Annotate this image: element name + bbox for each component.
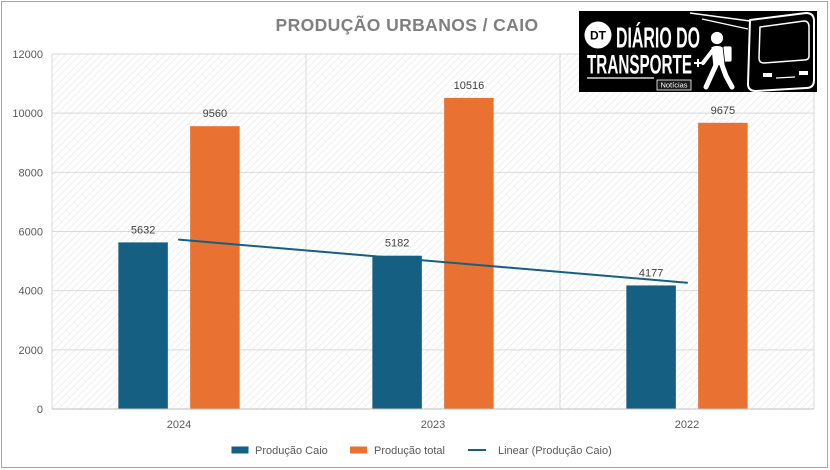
legend-label-producao-total: Produção total — [374, 445, 445, 457]
legend-item-trendline: Linear (Produção Caio) — [468, 445, 612, 457]
bus-headlight-left — [763, 73, 772, 77]
labels: 0 2000 4000 6000 8000 10000 12000 5632 5182 4177 9… — [12, 49, 735, 431]
y-tick-label-4000: 4000 — [19, 286, 43, 298]
noticias-badge-label: Notícias — [660, 81, 687, 90]
bus-windshield — [758, 20, 810, 64]
bar-producao-total-2023 — [444, 97, 494, 409]
dt-mark: DT — [584, 21, 612, 49]
x-tick-label-2024: 2024 — [167, 419, 191, 431]
data-label-producao-caio-2022: 4177 — [639, 267, 663, 279]
y-tick-label-10000: 10000 — [12, 108, 43, 120]
legend-label-trendline: Linear (Produção Caio) — [498, 445, 612, 457]
logo-title-line2: TRANSPORTE — [587, 50, 692, 80]
dt-mark-text: DT — [590, 29, 607, 43]
walking-person-icon — [694, 31, 735, 90]
data-label-producao-caio-2024: 5632 — [131, 224, 155, 236]
legend: Produção Caio Produção total Linear (Pro… — [231, 445, 612, 457]
bar-producao-total-2024 — [190, 126, 240, 409]
data-label-producao-total-2022: 9675 — [711, 105, 735, 117]
person-head — [710, 31, 724, 45]
bar-producao-total-2022 — [698, 122, 748, 409]
bus-headlight-right — [799, 71, 808, 75]
bus-side-line-top — [689, 12, 751, 22]
legend-swatch-producao-caio — [231, 446, 249, 454]
y-tick-label-6000: 6000 — [19, 227, 43, 239]
bars — [118, 97, 748, 409]
person-arm — [701, 48, 715, 65]
trendline-producao-caio — [178, 238, 688, 284]
data-label-producao-total-2024: 9560 — [203, 108, 227, 120]
bus-grille — [775, 76, 796, 79]
noticias-badge-box — [656, 79, 692, 91]
chart-title: PRODUÇÃO URBANOS / CAIO — [276, 14, 539, 35]
y-tick-label-8000: 8000 — [19, 167, 43, 179]
bar-producao-caio-2024 — [118, 242, 168, 409]
legend-item-producao-total: Produção total — [350, 445, 445, 457]
gridlines — [51, 53, 815, 409]
x-tick-label-2022: 2022 — [675, 419, 699, 431]
data-label-producao-total-2023: 10516 — [454, 80, 485, 92]
dt-mark-disc — [584, 21, 612, 49]
y-tick-label-12000: 12000 — [12, 49, 43, 61]
trendlines — [178, 238, 688, 284]
y-tick-label-0: 0 — [37, 404, 43, 416]
plus-mark — [694, 59, 702, 67]
logo-title-line1: DIÁRIO DO — [616, 21, 700, 55]
data-label-producao-caio-2023: 5182 — [385, 238, 409, 250]
bus-icon — [689, 12, 815, 92]
noticias-badge: Notícias — [656, 79, 692, 91]
legend-item-producao-caio: Produção Caio — [231, 445, 328, 457]
person-leg-front — [703, 62, 719, 90]
bar-producao-caio-2023 — [372, 255, 422, 409]
y-tick-label-2000: 2000 — [19, 345, 43, 357]
x-tick-label-2023: 2023 — [421, 419, 445, 431]
bus-body-outline — [747, 12, 815, 92]
person-leg-back — [719, 62, 735, 90]
bar-producao-caio-2022 — [626, 285, 676, 409]
legend-swatch-producao-total — [350, 446, 367, 454]
logo: DT DIÁRIO DO TRANSPORTE Notícias — [579, 11, 817, 92]
legend-label-producao-caio: Produção Caio — [255, 445, 328, 457]
bus-side-line-bottom — [701, 18, 749, 30]
